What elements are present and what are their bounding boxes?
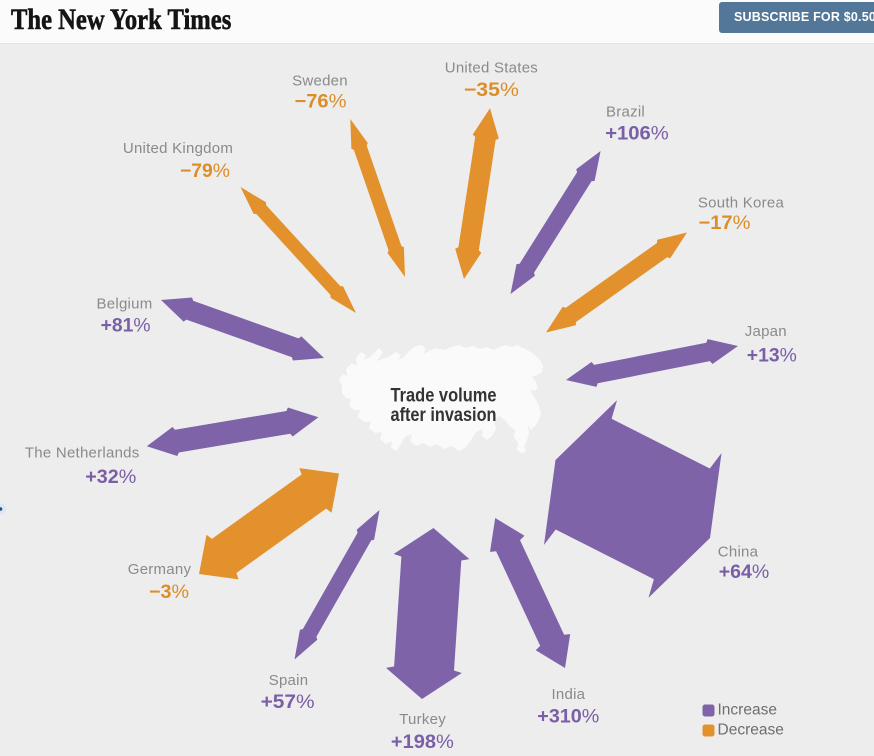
svg-text:Spain: Spain — [269, 672, 309, 689]
svg-text:Japan: Japan — [745, 323, 787, 340]
svg-text:Belgium: Belgium — [97, 296, 153, 313]
svg-text:China: China — [718, 544, 759, 561]
svg-text:after invasion: after invasion — [391, 404, 497, 426]
svg-text:Trade volume: Trade volume — [391, 385, 497, 407]
svg-text:South Korea: South Korea — [698, 195, 785, 212]
svg-text:−17%: −17% — [699, 213, 751, 234]
svg-text:+57%: +57% — [261, 692, 315, 713]
svg-text:India: India — [552, 686, 586, 703]
svg-text:−3%: −3% — [149, 582, 189, 603]
svg-text:+106%: +106% — [605, 124, 669, 145]
svg-text:+81%: +81% — [101, 316, 151, 337]
svg-text:Decrease: Decrease — [718, 722, 784, 739]
svg-text:Increase: Increase — [718, 702, 777, 719]
svg-text:+32%: +32% — [85, 467, 136, 488]
svg-text:+64%: +64% — [719, 562, 770, 583]
svg-text:Brazil: Brazil — [606, 104, 645, 121]
svg-text:+198%: +198% — [391, 732, 454, 753]
svg-text:The Netherlands: The Netherlands — [25, 445, 140, 462]
svg-text:Germany: Germany — [128, 561, 192, 578]
svg-text:Turkey: Turkey — [399, 711, 446, 728]
svg-text:−79%: −79% — [180, 161, 230, 182]
svg-text:United States: United States — [445, 60, 538, 77]
svg-text:United Kingdom: United Kingdom — [123, 140, 233, 157]
svg-text:−76%: −76% — [295, 92, 347, 113]
svg-text:Sweden: Sweden — [292, 73, 348, 90]
svg-text:+13%: +13% — [747, 346, 797, 367]
svg-text:−35%: −35% — [464, 80, 519, 101]
svg-text:+310%: +310% — [537, 707, 599, 728]
